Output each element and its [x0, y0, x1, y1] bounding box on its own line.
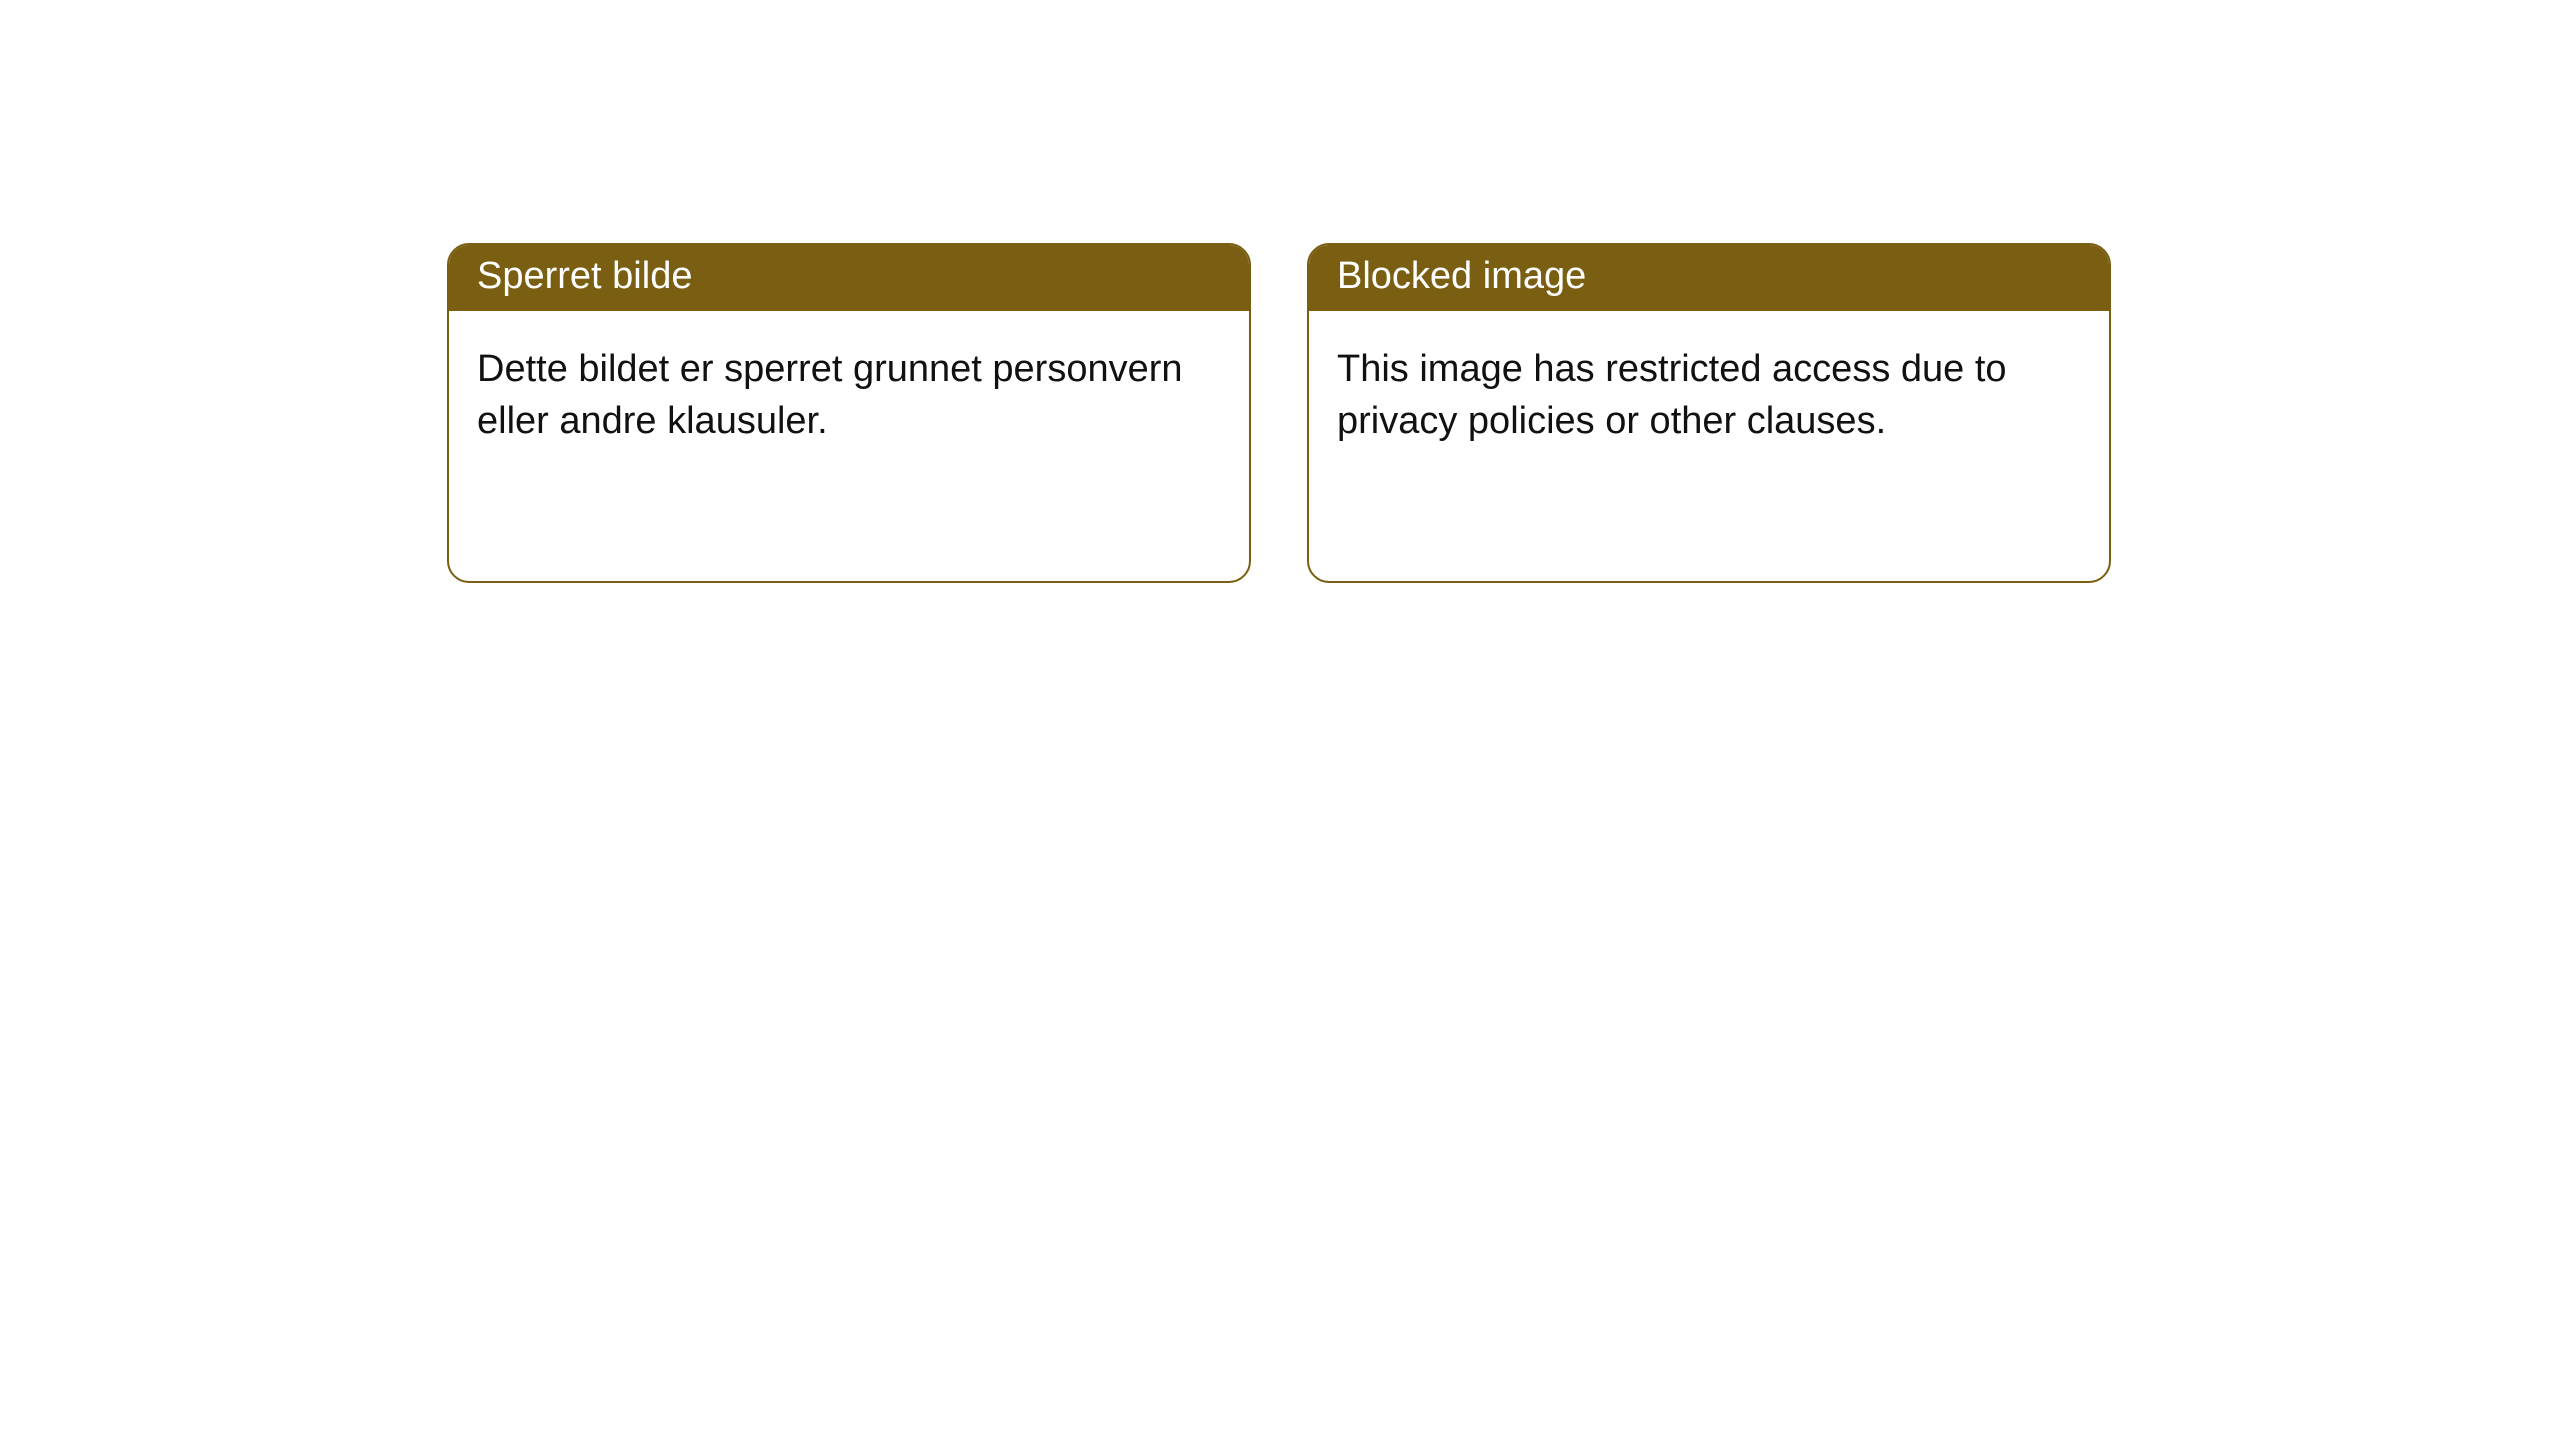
card-text-no: Dette bildet er sperret grunnet personve… [477, 343, 1221, 447]
blocked-image-card-en: Blocked image This image has restricted … [1307, 243, 2111, 583]
card-title-no: Sperret bilde [449, 245, 1249, 311]
card-title-en: Blocked image [1309, 245, 2109, 311]
notice-cards-container: Sperret bilde Dette bildet er sperret gr… [447, 243, 2111, 583]
card-text-en: This image has restricted access due to … [1337, 343, 2081, 447]
blocked-image-card-no: Sperret bilde Dette bildet er sperret gr… [447, 243, 1251, 583]
card-body-no: Dette bildet er sperret grunnet personve… [449, 311, 1249, 581]
card-body-en: This image has restricted access due to … [1309, 311, 2109, 581]
